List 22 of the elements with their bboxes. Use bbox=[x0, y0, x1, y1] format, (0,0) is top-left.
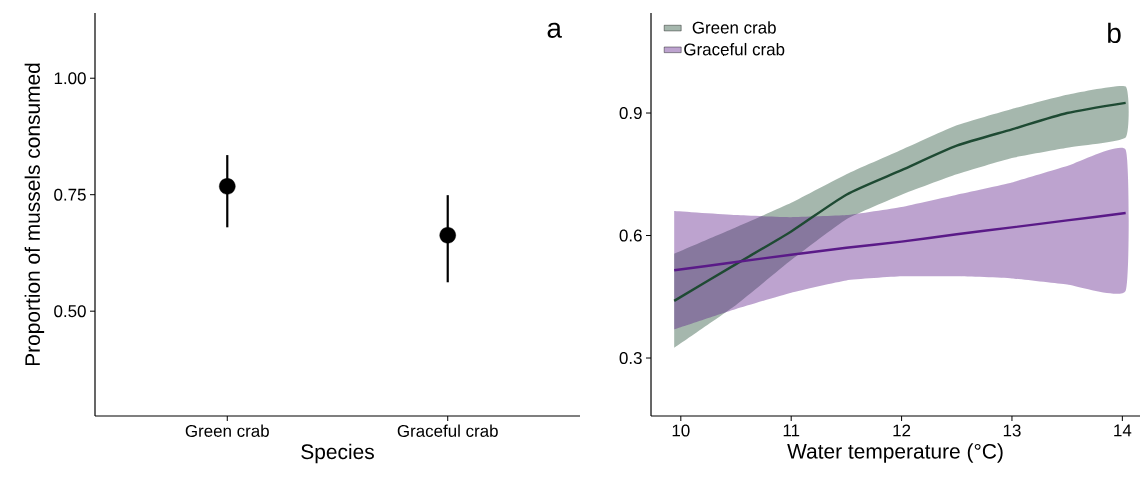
x-axis-title: Water temperature (°C) bbox=[787, 443, 1003, 463]
legend-label: Green crab bbox=[692, 21, 776, 34]
x-tick-label: 11 bbox=[783, 424, 800, 437]
y-tick-label: 0.50 bbox=[54, 305, 86, 318]
y-tick-label: 0.75 bbox=[54, 188, 86, 201]
x-tick-label: 10 bbox=[672, 424, 690, 437]
y-tick-label: 0.3 bbox=[619, 352, 642, 365]
x-axis-title: Species bbox=[301, 443, 374, 464]
line-series bbox=[672, 211, 1127, 272]
x-tick-label: 13 bbox=[1003, 424, 1021, 437]
chart-title: a bbox=[547, 22, 562, 38]
y-axis-title: Proportion of mussels consumed bbox=[24, 63, 45, 366]
x-tick-label: 12 bbox=[893, 424, 911, 437]
y-tick-label: 1.00 bbox=[54, 72, 86, 85]
y-tick-label: 0.6 bbox=[619, 229, 642, 242]
x-tick-label: Green crab bbox=[185, 424, 269, 437]
line-series bbox=[672, 101, 1127, 303]
x-tick-label: 14 bbox=[1114, 424, 1132, 437]
legend-label: Graceful crab bbox=[684, 42, 785, 56]
chart-title: b bbox=[1108, 22, 1121, 44]
x-tick-label: Graceful crab bbox=[397, 424, 498, 437]
y-tick-label: 0.9 bbox=[619, 107, 642, 120]
